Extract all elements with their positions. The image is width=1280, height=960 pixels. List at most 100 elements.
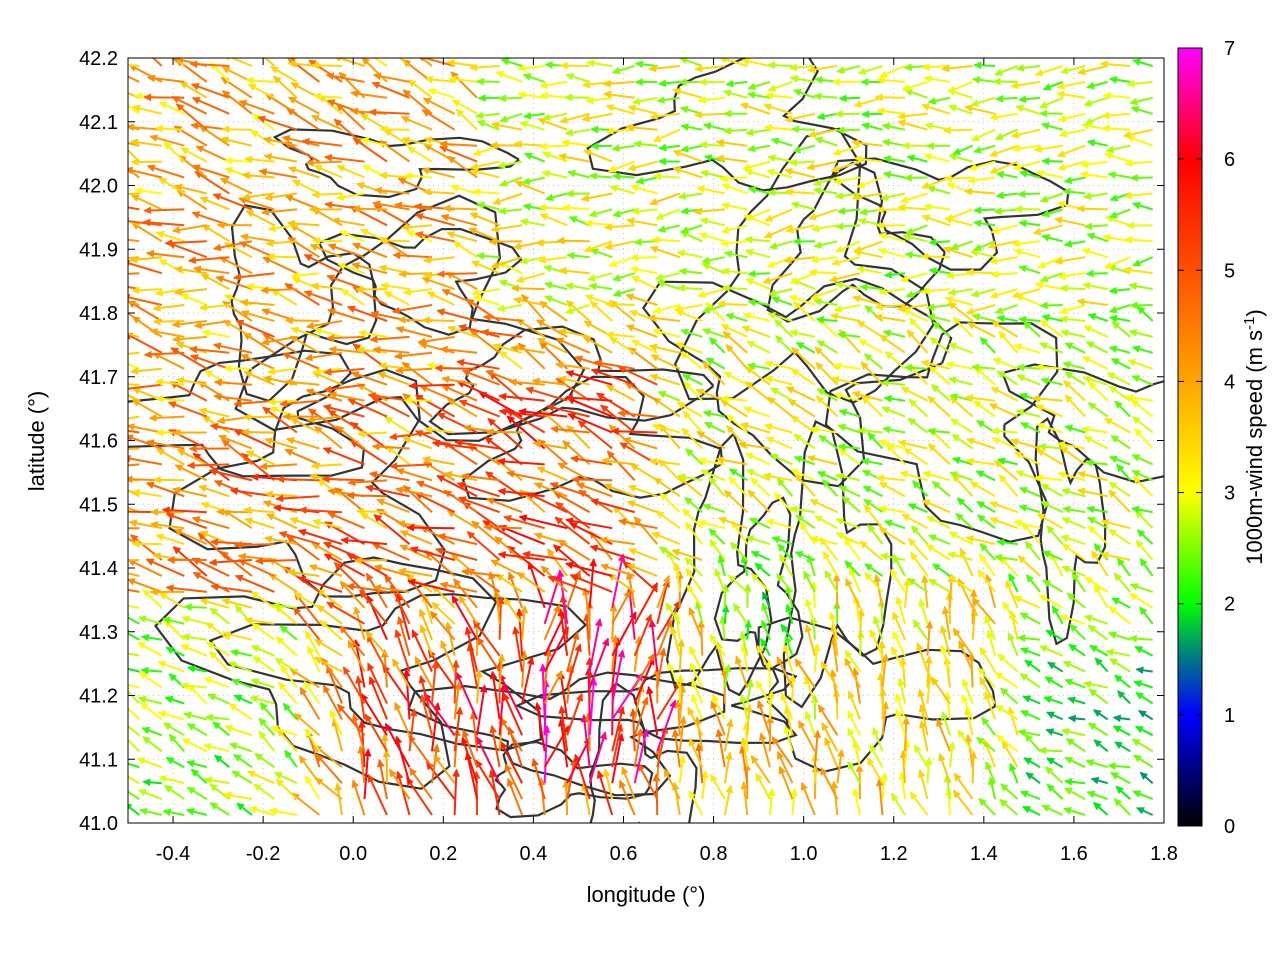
wind-vector [264,437,298,450]
wind-vector [482,313,523,322]
wind-vector [793,433,816,450]
wind-vector [1076,298,1108,306]
wind-vector [878,527,906,545]
wind-vector [683,381,704,402]
wind-vector [507,777,524,816]
wind-vector [1009,762,1019,784]
wind-vector [588,618,603,672]
wind-vector [1046,757,1064,769]
wind-vector [231,770,253,785]
wind-vector [880,772,889,800]
wind-vector [701,262,726,275]
wind-vector [611,705,626,752]
wind-vector [795,341,816,354]
wind-vector [886,443,906,466]
wind-vector [970,96,996,107]
wind-vector [715,154,748,163]
wind-vector [1024,659,1041,673]
wind-vector [284,316,320,325]
wind-vector [368,108,410,117]
wind-vector [952,789,974,816]
wind-vector [1046,711,1064,721]
wind-vector [864,563,884,577]
wind-vector [994,671,1019,689]
contour-line [514,667,798,745]
wind-vector [498,392,545,402]
wind-vector [720,323,748,338]
wind-vector [767,788,776,816]
wind-vector [1036,513,1064,530]
wind-vector [139,807,163,816]
wind-vector [128,759,140,769]
wind-vector [285,437,320,450]
wind-vector [284,378,320,387]
wind-vector [990,386,1019,402]
wind-vector [626,563,658,577]
wind-vector [451,659,460,704]
wind-vector [230,649,253,657]
wind-vector [1088,688,1109,705]
wind-vector [447,325,478,338]
wind-vector [691,678,704,704]
wind-vector [373,564,410,577]
wind-vector [966,322,996,338]
wind-vector [835,532,861,546]
wind-vector [1093,802,1109,816]
wind-vector [248,805,275,816]
wind-vector [305,388,343,402]
wind-vector [142,218,185,227]
wind-vector [740,422,771,434]
wind-vector [679,58,703,67]
wind-vector [744,248,771,259]
wind-vector [512,296,545,306]
wind-vector [679,351,703,370]
wind-vector [607,160,636,173]
y-tick-label: 42.0 [79,176,118,198]
wind-vector [681,427,704,450]
wind-vector [633,613,653,657]
wind-vector [460,472,500,482]
wind-vector [398,58,411,67]
wind-vector [767,80,793,92]
wind-vector [606,450,636,481]
wind-vector [744,452,771,466]
wind-vector [146,439,185,450]
wind-vector [128,803,140,816]
wind-vector [1076,204,1108,213]
wind-vector [291,792,321,816]
wind-vector [297,576,343,593]
wind-vector [243,370,275,386]
wind-vector [271,601,298,610]
wind-vector [131,540,162,548]
wind-vector [710,700,726,736]
wind-vector [867,432,884,450]
wind-vector [1131,375,1154,386]
wind-vector [600,563,636,577]
wind-vector [308,564,343,577]
wind-vector [746,340,771,354]
wind-vector [1062,505,1086,514]
wind-vector [1034,474,1063,482]
wind-vector [866,756,884,784]
wind-vector [994,65,1018,76]
wind-vector [539,663,547,720]
wind-vector [874,302,906,311]
wind-vector [631,275,658,290]
wind-vector [1087,525,1109,545]
wind-vector [218,434,253,450]
wind-vector [1007,706,1019,736]
wind-vector [617,409,658,418]
wind-vector [128,363,140,370]
wind-vector [180,644,208,657]
wind-vector [1046,783,1064,800]
wind-vector [1093,739,1109,753]
wind-vector [945,360,973,370]
wind-vector [254,753,275,769]
wind-vector [140,666,162,675]
wind-vector [857,65,883,76]
wind-vector [1013,248,1041,259]
wind-vector [1045,629,1064,641]
wind-vector [1057,160,1086,171]
wind-vector [1013,595,1041,609]
wind-vector [544,281,568,291]
